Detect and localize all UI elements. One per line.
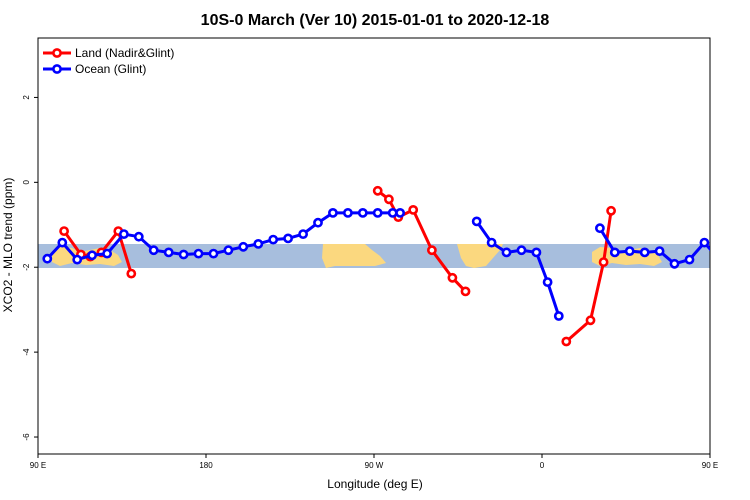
legend-marker: [52, 48, 62, 58]
data-point: [561, 336, 572, 347]
y-axis: -6 -4 -2 0 2: [22, 95, 38, 441]
data-point: [119, 229, 129, 239]
series-ocean: [42, 207, 750, 321]
data-point: [542, 277, 553, 287]
data-point: [585, 315, 596, 326]
y-tick-label: -4: [22, 348, 31, 356]
data-point: [283, 233, 293, 244]
x-tick-label: 90 E: [30, 461, 46, 470]
data-point: [501, 247, 512, 258]
latitude-band: [38, 244, 710, 268]
data-point: [609, 247, 620, 258]
x-tick-label: 90 W: [365, 461, 384, 470]
data-point: [699, 237, 710, 248]
data-point: [72, 254, 83, 265]
x-axis-label: Longitude (deg E): [327, 477, 422, 491]
x-tick-label: 180: [199, 461, 213, 470]
y-tick-label: 2: [22, 95, 31, 100]
data-point: [624, 246, 635, 256]
series-line: [736, 231, 750, 274]
y-tick-label: -2: [22, 263, 31, 271]
series-line: [475, 220, 561, 317]
data-point: [598, 257, 609, 267]
y-tick-label: 0: [22, 180, 31, 185]
y-axis-label: XCO2 - MLO trend (ppm): [1, 178, 15, 313]
x-axis: 90 E 180 90 W 0 90 E: [30, 454, 718, 470]
data-point: [746, 250, 750, 257]
data-point: [238, 241, 249, 252]
data-point: [383, 194, 394, 205]
data-point: [59, 226, 69, 236]
data-point: [372, 185, 383, 196]
data-point: [178, 249, 189, 260]
y-tick-label: -6: [22, 433, 31, 441]
data-point: [102, 248, 112, 259]
data-point: [595, 223, 605, 234]
data-point: [553, 311, 564, 321]
data-point: [486, 237, 497, 248]
legend: Land (Nadir&Glint) Ocean (Glint): [43, 46, 174, 76]
x-tick-label: 0: [540, 461, 545, 470]
data-point: [684, 254, 695, 265]
legend-label: Land (Nadir&Glint): [75, 46, 174, 60]
data-point: [516, 245, 527, 256]
data-point: [639, 247, 650, 258]
data-point: [223, 245, 234, 256]
data-point: [126, 268, 137, 279]
legend-marker: [52, 64, 62, 74]
data-point: [133, 231, 144, 242]
series-layer: [42, 185, 750, 347]
data-point: [208, 248, 219, 259]
legend-label: Ocean (Glint): [75, 62, 146, 76]
data-point: [372, 207, 383, 218]
x-tick-label: 90 E: [702, 461, 718, 470]
land-area: [457, 244, 503, 268]
data-point: [163, 247, 174, 258]
data-point: [357, 207, 368, 218]
data-point: [268, 234, 279, 245]
data-point: [193, 248, 204, 259]
data-point: [42, 253, 53, 264]
data-point: [87, 250, 97, 261]
data-point: [408, 204, 419, 215]
data-point: [253, 238, 264, 249]
chart-title: 10S-0 March (Ver 10) 2015-01-01 to 2020-…: [201, 12, 550, 29]
data-point: [447, 272, 458, 283]
data-point: [426, 245, 437, 256]
data-point: [531, 247, 542, 258]
series-line: [565, 210, 613, 343]
data-point: [395, 207, 405, 218]
data-point: [57, 237, 68, 248]
data-point: [654, 246, 665, 256]
data-point: [731, 252, 738, 259]
data-point: [313, 217, 323, 228]
data-point: [669, 258, 680, 269]
data-point: [716, 256, 723, 263]
data-point: [733, 228, 740, 235]
data-point: [298, 229, 308, 239]
data-point: [460, 286, 471, 297]
data-point: [471, 216, 482, 227]
data-point: [606, 205, 616, 216]
land-area: [322, 244, 386, 268]
data-point: [327, 207, 338, 218]
data-point: [148, 245, 159, 256]
data-point: [342, 207, 353, 218]
